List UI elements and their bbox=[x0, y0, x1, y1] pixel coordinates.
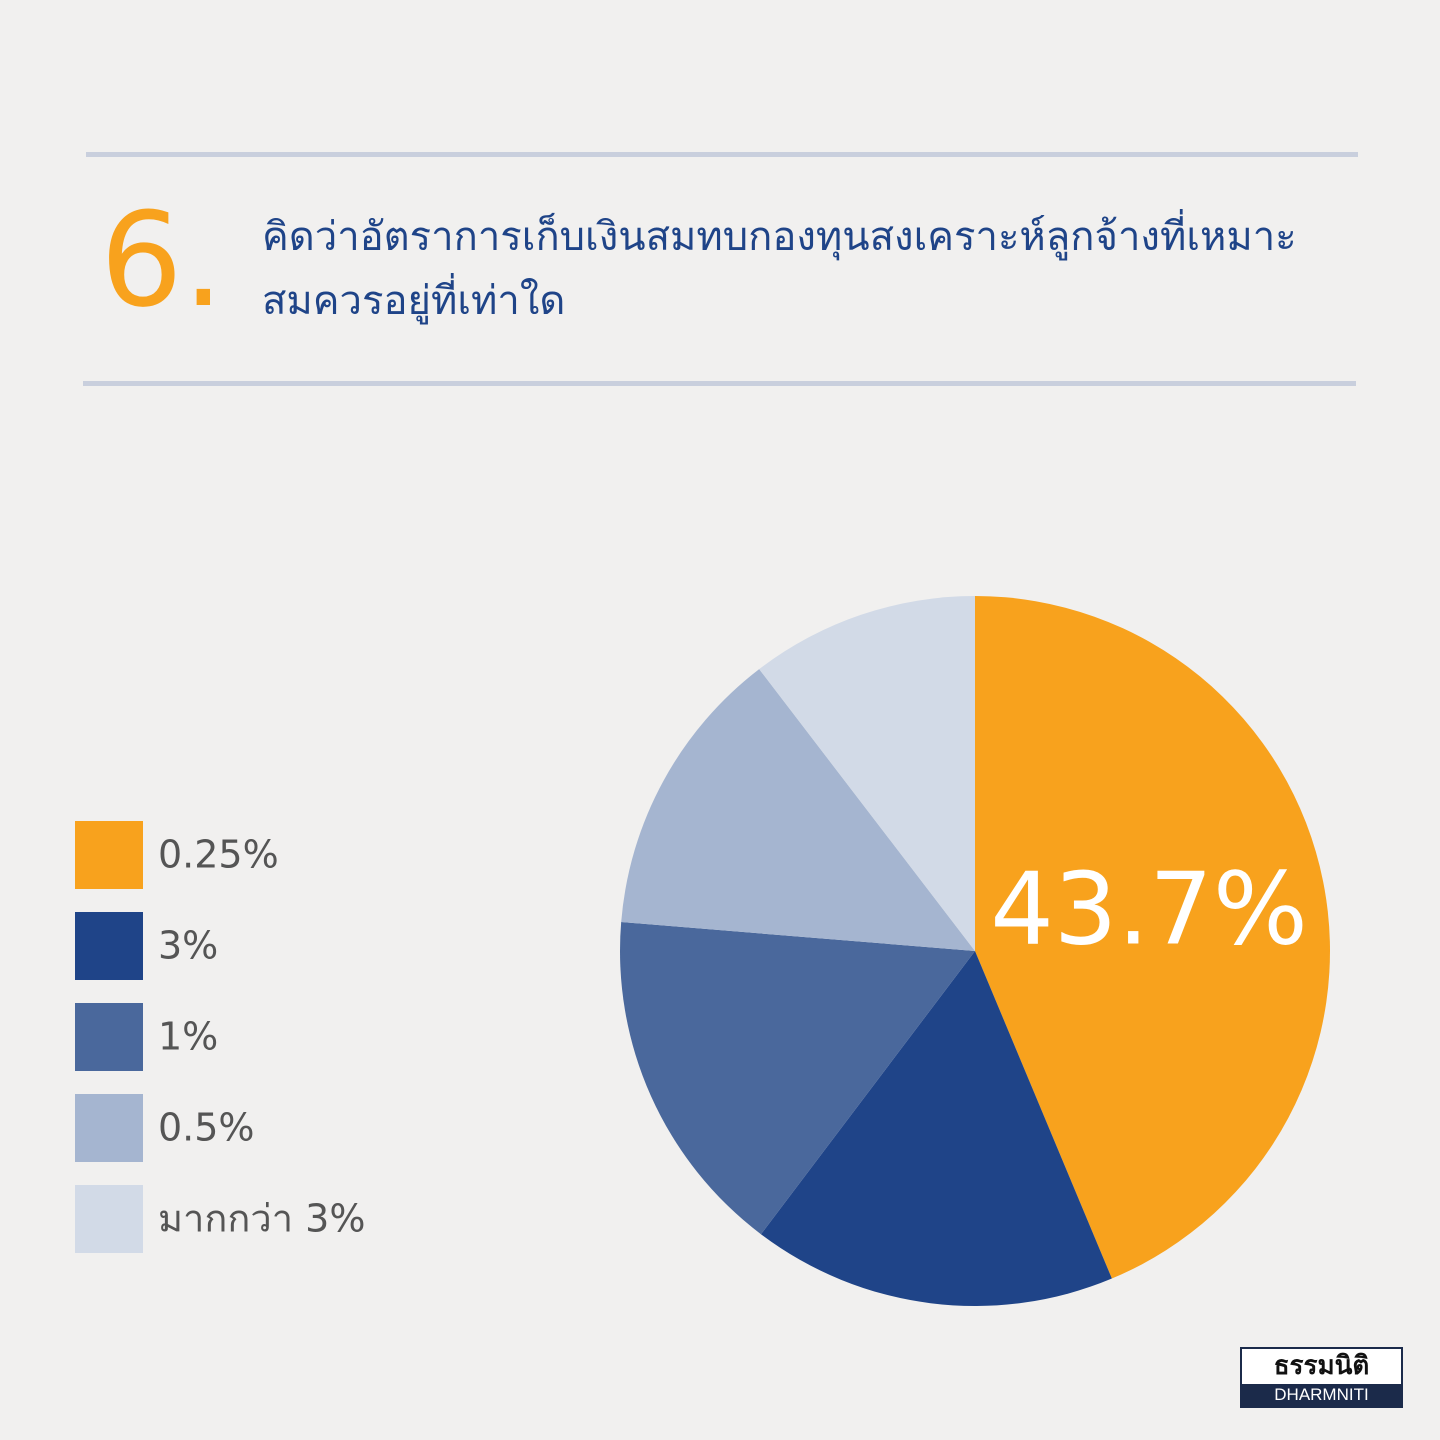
pie-slice bbox=[760, 951, 1112, 1307]
legend-label: มากกว่า 3% bbox=[158, 1197, 365, 1241]
pie-slice bbox=[975, 596, 1330, 1279]
logo-latin: DHARMNITI bbox=[1242, 1384, 1401, 1406]
data-label: 43.7% bbox=[990, 850, 1308, 967]
rule bbox=[86, 152, 1358, 157]
pie-slice bbox=[759, 596, 975, 951]
legend-swatch bbox=[75, 1185, 143, 1253]
legend-label: 0.25% bbox=[158, 833, 279, 877]
pie-slice bbox=[621, 669, 975, 951]
legend-swatch bbox=[75, 821, 143, 889]
pie-slice bbox=[620, 922, 975, 1235]
legend-swatch bbox=[75, 1094, 143, 1162]
rule bbox=[83, 381, 1356, 386]
logo: ธรรมนิติ DHARMNITI bbox=[1240, 1347, 1403, 1408]
legend-swatch bbox=[75, 1003, 143, 1071]
legend-swatch bbox=[75, 912, 143, 980]
legend-label: 1% bbox=[158, 1015, 218, 1059]
legend-label: 3% bbox=[158, 924, 218, 968]
chart-title: คิดว่าอัตราการเก็บเงินสมทบกองทุนสงเคราะห… bbox=[262, 214, 1297, 324]
legend-label: 0.5% bbox=[158, 1106, 255, 1150]
logo-thai: ธรรมนิติ bbox=[1273, 1351, 1370, 1381]
question-number: 6. bbox=[100, 184, 225, 336]
